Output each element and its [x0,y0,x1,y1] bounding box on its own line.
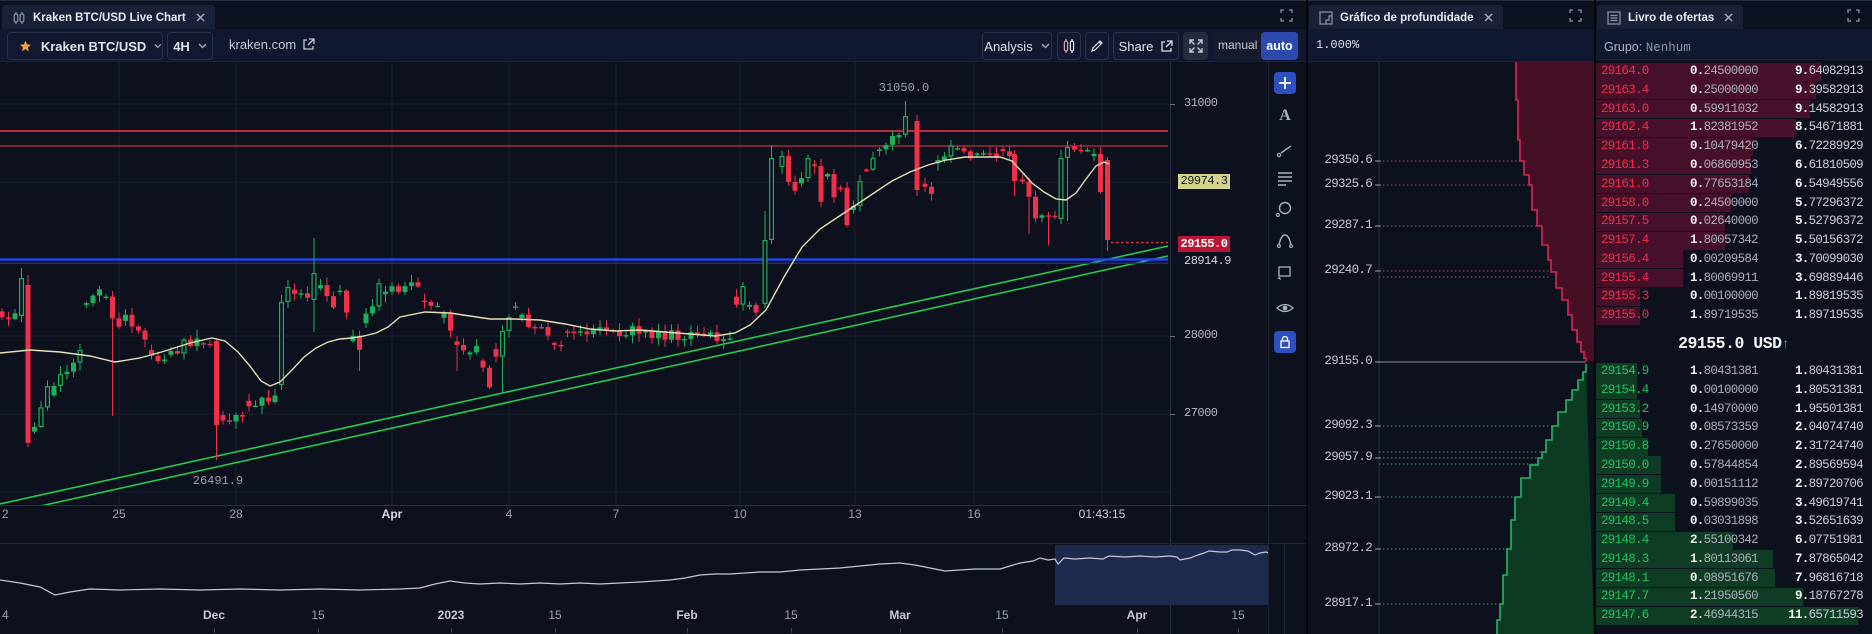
svg-text:26491.9: 26491.9 [193,474,243,488]
svg-text:31050.0: 31050.0 [879,81,929,95]
